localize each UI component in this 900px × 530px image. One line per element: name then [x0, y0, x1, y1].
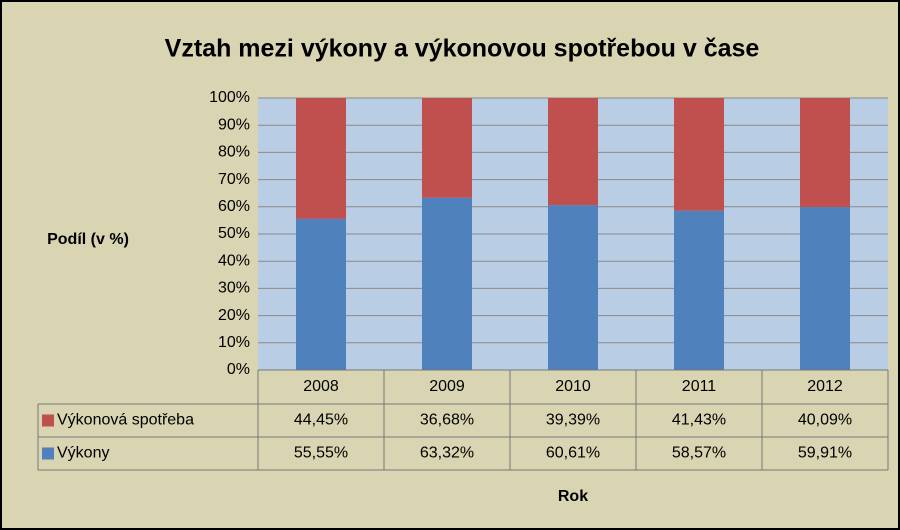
x-tick-label: 2011 [682, 378, 717, 395]
y-tick-label: 70% [218, 171, 250, 188]
y-tick-label: 50% [218, 225, 250, 242]
bar-segment [674, 98, 724, 211]
x-tick-label: 2010 [555, 378, 591, 395]
data-label: 63,32% [420, 445, 474, 462]
x-tick-label: 2012 [807, 378, 843, 395]
data-label: 39,39% [546, 412, 600, 429]
y-tick-label: 100% [209, 89, 250, 106]
legend-label: Výkony [57, 445, 109, 462]
y-tick-label: 0% [227, 361, 250, 378]
x-tick-label: 2008 [303, 378, 339, 395]
y-tick-label: 90% [218, 116, 250, 133]
data-label: 59,91% [798, 445, 852, 462]
bar-segment [548, 98, 598, 206]
bar-segment [674, 210, 724, 370]
bar-segment [296, 218, 346, 370]
legend-label: Výkonová spotřeba [57, 412, 194, 429]
y-tick-label: 20% [218, 307, 250, 324]
bar-segment [422, 98, 472, 198]
data-label: 44,45% [294, 412, 348, 429]
data-label: 60,61% [546, 445, 600, 462]
data-label: 40,09% [798, 412, 852, 429]
legend-swatch [42, 414, 54, 427]
bar-segment [548, 205, 598, 370]
data-label: 41,43% [672, 412, 726, 429]
y-tick-label: 10% [218, 334, 250, 351]
y-tick-label: 60% [218, 198, 250, 215]
chart-title: Vztah mezi výkony a výkonovou spotřebou … [165, 35, 760, 63]
y-tick-label: 30% [218, 280, 250, 297]
legend-swatch [42, 447, 54, 460]
bar-segment [800, 207, 850, 370]
bar-segment [800, 98, 850, 208]
data-label: 36,68% [420, 412, 474, 429]
data-label: 58,57% [672, 445, 726, 462]
y-axis-label: Podíl (v %) [47, 231, 129, 248]
y-tick-label: 80% [218, 144, 250, 161]
x-tick-label: 2009 [429, 378, 465, 395]
y-tick-label: 40% [218, 252, 250, 269]
bar-segment [422, 197, 472, 370]
data-label: 55,55% [294, 445, 348, 462]
x-axis-label: Rok [558, 488, 588, 505]
bar-segment [296, 98, 346, 219]
